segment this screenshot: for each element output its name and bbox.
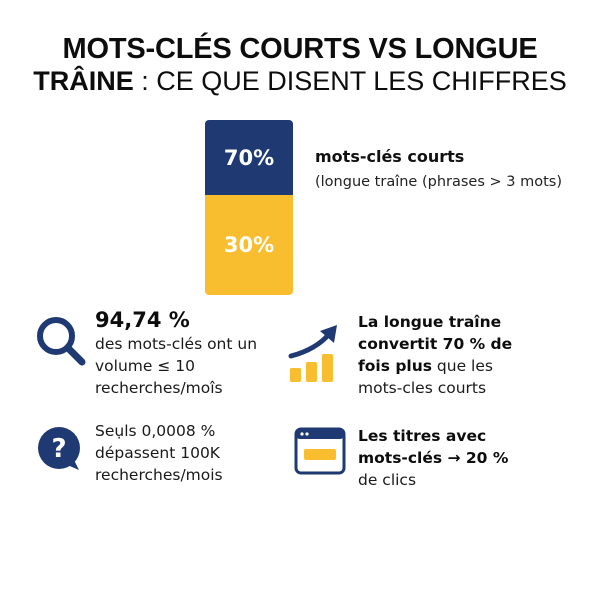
legend-short-keywords: mots-clés courts (315, 147, 465, 166)
stat-line: La longue traîne (358, 313, 502, 331)
page-title-line2: TRÂINE : CE QUE DISENT LES CHIFFRES (0, 66, 600, 97)
growth-chart-icon (288, 325, 337, 382)
search-icon (37, 317, 86, 366)
stat-line: convertit 70 % de (358, 335, 513, 353)
stat-value: 94,74 % (95, 308, 190, 332)
bar-segment-short-keywords: 70% (205, 120, 293, 195)
stat-high-volume: Seụls 0,0008 % dépassent 100K recherches… (95, 420, 223, 486)
stat-line: volume ≤ 10 (95, 357, 195, 375)
question-bubble-icon: ? (38, 427, 80, 470)
svg-text:?: ? (51, 434, 66, 464)
stat-low-volume: 94,74 % des mots-clés ont un volume ≤ 10… (95, 307, 257, 399)
title-bold-word: TRÂINE (33, 66, 134, 96)
stat-line: de clics (358, 471, 417, 489)
title-rest: : CE QUE DISENT LES CHIFFRES (133, 66, 567, 96)
stat-conversion: La longue traîne convertit 70 % de fois … (358, 311, 512, 399)
legend-long-tail: (longue traîne (phrases > 3 mots) (315, 174, 562, 190)
stat-line: dépassent 100K (95, 444, 220, 462)
stat-line: mots-cles courts (358, 379, 487, 397)
stat-line: mots-clés → 20 % (358, 449, 509, 467)
stat-line: recherches/moîs (95, 379, 223, 397)
stat-line: Les titres avec (358, 427, 487, 445)
stat-emphasis: fois plus (358, 357, 432, 375)
stat-text: que les (432, 357, 493, 375)
stacked-bar-chart: 70% 30% (205, 120, 293, 295)
browser-window-icon (294, 427, 346, 475)
bar-segment-long-tail: 30% (205, 195, 293, 295)
stat-line: recherches/mois (95, 466, 223, 484)
stat-titles-clicks: Les titres avec mots-clés → 20 % de clic… (358, 425, 508, 491)
stat-line: fois plus que les (358, 355, 512, 377)
stat-line: des mots-clés ont un (95, 335, 258, 353)
stat-line: Seụls 0,0008 % (95, 422, 216, 440)
page-title-line1: MOTS-CLÉS COURTS VS LONGUE (62, 33, 538, 65)
